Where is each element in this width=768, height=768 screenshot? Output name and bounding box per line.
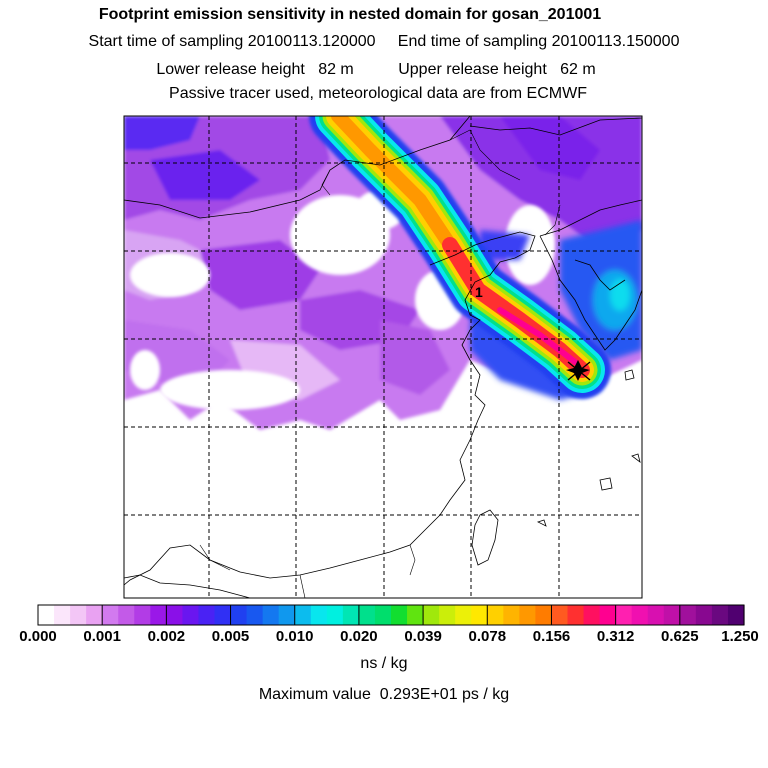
lat-lon-grid — [124, 116, 642, 598]
colorbar-label: 0.020 — [340, 628, 378, 645]
colorbar-swatch — [166, 605, 184, 625]
colorbar-swatch — [342, 605, 360, 625]
tracer-note: Passive tracer used, meteorological data… — [169, 85, 587, 102]
colorbar-swatch — [230, 605, 248, 625]
release-point — [566, 360, 591, 381]
colorbar-swatch — [599, 605, 617, 625]
colorbar-swatch — [86, 605, 103, 625]
colorbar-swatch — [567, 605, 585, 625]
map-field: 1 — [124, 116, 642, 598]
plume — [309, 116, 611, 399]
plot-title: Footprint emission sensitivity in nested… — [98, 6, 602, 23]
colorbar-label: 0.156 — [532, 628, 571, 645]
colorbar-label: 0.005 — [211, 628, 250, 645]
colorbar-label: 0.625 — [661, 628, 699, 645]
colorbar-swatch — [54, 605, 71, 625]
colorbar-swatch — [551, 605, 569, 625]
colorbar-swatch — [583, 605, 601, 625]
colorbar-swatch — [679, 605, 697, 625]
colorbar-swatch — [102, 605, 119, 625]
colorbar-swatch — [134, 605, 151, 625]
colorbar-label: 0.312 — [596, 628, 635, 645]
maximum-value: Maximum value 0.293E+01 ps / kg — [258, 686, 510, 703]
colorbar-swatch — [38, 605, 55, 625]
colorbar-swatch — [439, 605, 456, 625]
colorbar-swatch — [455, 605, 472, 625]
colorbar-swatch — [374, 605, 392, 625]
colorbar-swatch — [358, 605, 376, 625]
colorbar-swatch — [214, 605, 232, 625]
colorbar-swatch — [326, 605, 344, 625]
colorbar-swatch — [262, 605, 280, 625]
colorbar-swatch — [423, 605, 440, 625]
colorbar-swatch — [70, 605, 87, 625]
colorbar-swatch — [711, 605, 729, 625]
colorbar-label: 0.010 — [275, 628, 314, 645]
map-frame — [123, 115, 643, 599]
colorbar-swatch — [727, 605, 745, 625]
colorbar-label: 0.002 — [147, 628, 186, 645]
colorbar-swatch — [631, 605, 649, 625]
colorbar-swatch — [503, 605, 520, 625]
colorbar-label: 0.001 — [83, 628, 121, 645]
colorbar-swatch — [278, 605, 296, 625]
colorbar-swatch — [695, 605, 713, 625]
colorbar-swatch — [471, 605, 488, 625]
colorbar-swatch — [150, 605, 167, 625]
release-lower: Lower release height 82 m — [156, 61, 354, 78]
colorbar-swatch — [198, 605, 216, 625]
colorbar-label: 0.039 — [404, 628, 442, 645]
colorbar-swatch — [535, 605, 553, 625]
colorbar-label: 1.250 — [721, 628, 759, 645]
colorbar-swatch — [487, 605, 504, 625]
colorbar-ticks — [101, 605, 681, 625]
colorbar-label: 0.078 — [468, 628, 507, 645]
release-upper: Upper release height 62 m — [398, 61, 596, 78]
colorbar-swatch — [310, 605, 328, 625]
colorbar-swatch — [519, 605, 537, 625]
colorbar-swatch — [647, 605, 665, 625]
sampling-end: End time of sampling 20100113.150000 — [397, 33, 680, 50]
colorbar-swatch — [246, 605, 264, 625]
colorbar-swatch — [391, 605, 408, 625]
colorbar-label: 0.000 — [19, 628, 57, 645]
colorbar — [38, 605, 745, 625]
release-marker-label: 1 — [475, 284, 483, 300]
sampling-start: Start time of sampling 20100113.120000 — [88, 33, 376, 50]
colorbar-units: ns / kg — [360, 655, 408, 672]
colorbar-swatch — [615, 605, 633, 625]
borders — [199, 129, 561, 598]
colorbar-swatch — [182, 605, 200, 625]
colorbar-frame — [37, 604, 745, 626]
colorbar-swatch — [407, 605, 424, 625]
colorbar-swatch — [663, 605, 681, 625]
release-heights: Lower release height 82 m Upper release … — [0, 61, 760, 79]
coastlines — [124, 116, 642, 598]
sampling-times: Start time of sampling 20100113.120000 E… — [0, 33, 768, 51]
colorbar-swatch — [118, 605, 135, 625]
colorbar-swatch — [294, 605, 312, 625]
